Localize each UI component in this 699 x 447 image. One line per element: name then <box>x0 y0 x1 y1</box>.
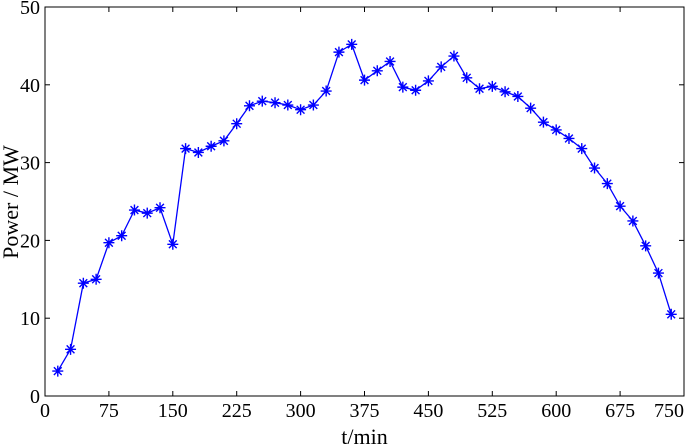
y-tick-label: 20 <box>20 230 40 252</box>
x-tick-label: 750 <box>654 400 684 422</box>
data-point-marker <box>614 200 626 212</box>
data-point-marker <box>346 38 358 50</box>
data-point-marker <box>525 102 537 114</box>
data-point-marker <box>90 273 102 285</box>
data-point-marker <box>499 86 511 98</box>
data-point-marker <box>652 267 664 279</box>
y-tick-label: 0 <box>30 386 40 408</box>
data-point-marker <box>141 207 153 219</box>
data-point-marker <box>116 230 128 242</box>
data-point-marker <box>461 72 473 84</box>
data-point-marker <box>154 202 166 214</box>
data-point-marker <box>397 81 409 93</box>
x-tick-label: 375 <box>350 400 380 422</box>
plot-area <box>44 6 685 397</box>
data-point-marker <box>359 74 370 86</box>
data-point-marker <box>192 146 204 158</box>
data-point-marker <box>422 75 434 87</box>
x-tick-label: 600 <box>541 400 571 422</box>
x-tick-label: 525 <box>477 400 507 422</box>
y-axis-title: Power / MW <box>0 145 23 259</box>
data-point-marker <box>371 65 383 77</box>
data-point-marker <box>448 50 460 62</box>
data-point-marker <box>282 99 294 111</box>
y-tick-label: 30 <box>20 153 40 175</box>
data-point-marker <box>180 143 192 155</box>
data-point-marker <box>486 80 498 92</box>
data-point-marker <box>269 97 281 109</box>
data-point-marker <box>576 143 588 155</box>
data-point-marker <box>52 365 64 377</box>
data-point-marker <box>563 132 575 144</box>
data-point-marker <box>307 99 319 111</box>
data-point-marker <box>601 178 613 190</box>
x-tick-label: 75 <box>99 400 119 422</box>
x-tick-label: 225 <box>222 400 252 422</box>
data-point-marker <box>295 104 307 116</box>
data-point-marker <box>243 100 255 112</box>
data-point-marker <box>103 237 115 249</box>
data-point-marker <box>640 240 652 252</box>
x-tick-label: 450 <box>413 400 443 422</box>
data-point-marker <box>256 95 268 107</box>
data-point-marker <box>550 124 562 136</box>
data-point-marker <box>410 84 422 96</box>
data-point-marker <box>435 61 447 73</box>
data-point-marker <box>320 85 332 97</box>
x-axis-title: t/min <box>341 424 387 447</box>
data-point-marker <box>474 83 486 95</box>
data-point-marker <box>589 162 601 174</box>
series-line <box>57 43 672 372</box>
data-point-marker <box>231 118 243 130</box>
data-point-marker <box>167 238 179 250</box>
data-point-marker <box>205 140 217 152</box>
data-point-marker <box>128 204 140 216</box>
y-tick-label: 10 <box>20 308 40 330</box>
data-point-marker <box>537 116 549 128</box>
x-tick-label: 150 <box>158 400 188 422</box>
data-point-marker <box>218 135 230 147</box>
data-point-marker <box>65 343 77 355</box>
data-series <box>52 38 677 377</box>
y-tick-label: 50 <box>20 0 40 19</box>
x-tick-label: 300 <box>286 400 316 422</box>
x-tick-label: 0 <box>40 400 50 422</box>
data-point-marker <box>627 215 639 227</box>
data-point-marker <box>665 308 677 320</box>
plot-frame <box>44 6 685 397</box>
data-point-marker <box>384 55 396 67</box>
data-point-marker <box>512 90 524 102</box>
data-point-marker <box>77 277 89 289</box>
x-tick-label: 675 <box>605 400 635 422</box>
data-point-marker <box>333 46 345 58</box>
axis-ticks: 0 75 150 225 300 375 450 525 600 675 750 0 10 20 30 40 5… <box>20 0 685 422</box>
y-tick-label: 40 <box>20 75 40 97</box>
